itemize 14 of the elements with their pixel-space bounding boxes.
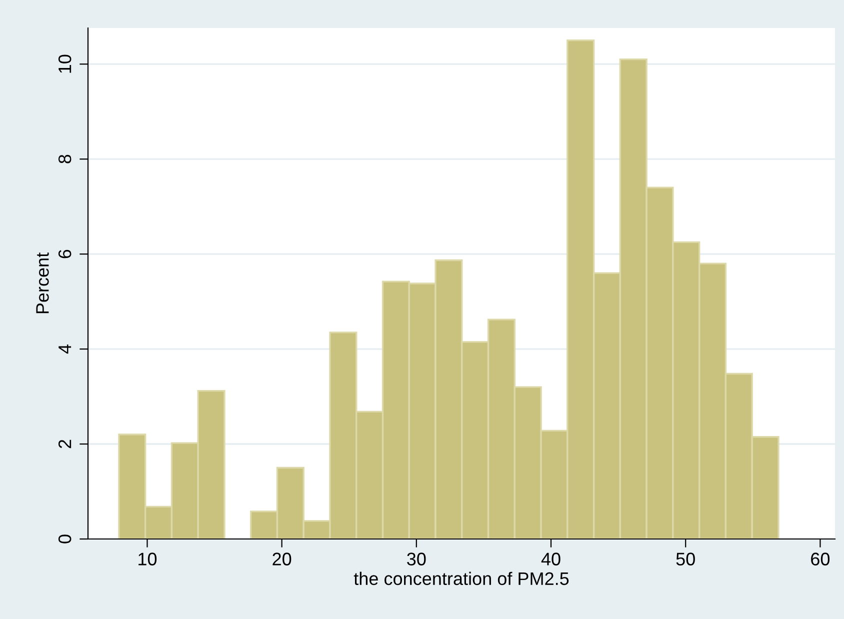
- x-axis-title: the concentration of PM2.5: [354, 572, 569, 586]
- y-tick-label: 8: [58, 154, 72, 164]
- x-tick-label: 50: [676, 552, 695, 566]
- y-tick-label: 6: [58, 250, 72, 258]
- x-tick-label: 60: [811, 552, 830, 566]
- y-tick-label: 2: [58, 440, 72, 448]
- y-tick-label: 10: [58, 54, 72, 73]
- x-tick-label: 20: [272, 552, 292, 566]
- x-tick-label: 40: [541, 552, 560, 566]
- y-tick-label: 4: [58, 344, 72, 354]
- x-tick-label: 30: [407, 552, 426, 566]
- y-tick-label: 0: [58, 534, 72, 544]
- y-axis-title: Percent: [36, 252, 49, 314]
- x-tick-label: 10: [138, 552, 157, 566]
